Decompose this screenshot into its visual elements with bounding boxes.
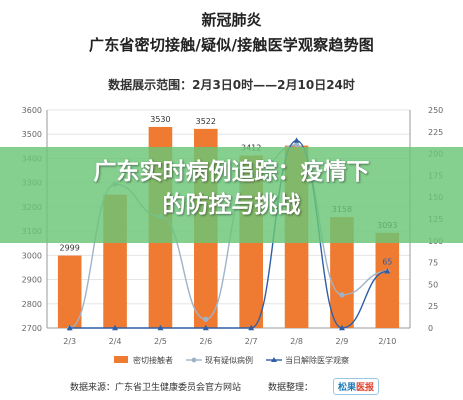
data-organizer-label: 数据整理： xyxy=(268,383,314,393)
y-tick-label: 3600 xyxy=(22,106,42,115)
y2-tick-label: 250 xyxy=(428,106,443,115)
line-data-label: 65 xyxy=(382,257,392,266)
bar-data-label: 3522 xyxy=(196,117,216,126)
y-tick-label: 2900 xyxy=(22,276,42,285)
bar-data-label: 2999 xyxy=(60,244,80,253)
y2-tick-label: 75 xyxy=(428,259,438,268)
series-line xyxy=(69,139,388,329)
x-tick-label: 2/9 xyxy=(336,337,349,346)
line-point xyxy=(157,324,164,331)
y2-tick-label: 0 xyxy=(428,324,433,333)
legend-label: 当日解除医学观察 xyxy=(285,355,349,365)
footer: 数据来源：广东省卫生健康委员会官方网站 数据整理： 松果医报 xyxy=(0,374,463,400)
y-tick-label: 2700 xyxy=(22,324,42,333)
headline-line-1: 广东实时病例追踪：疫情下 xyxy=(93,159,370,185)
y-tick-label: 3000 xyxy=(22,251,42,260)
y2-tick-label: 50 xyxy=(428,280,438,289)
x-tick-label: 2/10 xyxy=(378,337,396,346)
line-point xyxy=(293,137,300,143)
bar xyxy=(57,255,82,328)
line-point xyxy=(202,324,209,331)
bar-data-label: 3530 xyxy=(150,115,170,124)
bar xyxy=(330,217,354,328)
legend-label: 密切接触者 xyxy=(133,355,173,365)
bar xyxy=(375,232,400,328)
line-point xyxy=(384,268,391,274)
legend-swatch xyxy=(114,356,128,363)
data-source-text: 数据来源：广东省卫生健康委员会官方网站 xyxy=(70,383,242,393)
line-point xyxy=(293,142,300,148)
x-tick-label: 2/7 xyxy=(245,337,258,346)
line-point xyxy=(248,324,255,331)
logo-text-b: 医报 xyxy=(356,383,375,393)
x-tick-label: 2/6 xyxy=(199,337,212,346)
line-point xyxy=(66,324,73,331)
chart-subtitle: 广东省密切接触/疑似/接触医学观察趋势图 xyxy=(89,36,374,54)
x-tick-label: 2/4 xyxy=(109,337,122,346)
line-point xyxy=(112,324,119,331)
headline-banner xyxy=(0,147,463,243)
line-point xyxy=(339,292,345,298)
data-range-text: 数据展示范围：2月3日0时——2月10日24时 xyxy=(108,78,355,92)
legend-label: 现有疑似病例 xyxy=(205,355,253,365)
y-tick-label: 3500 xyxy=(22,130,42,139)
x-tick-label: 2/8 xyxy=(290,337,303,346)
headline-line-2: 的防控与挑战 xyxy=(162,192,301,218)
logo-text-a: 松果 xyxy=(338,383,357,393)
legend-marker xyxy=(191,357,197,363)
line-point xyxy=(338,324,345,331)
y2-tick-label: 25 xyxy=(428,302,438,311)
brand-logo: 松果医报 xyxy=(333,378,380,395)
y2-tick-label: 225 xyxy=(428,128,443,137)
y-tick-label: 2800 xyxy=(22,300,42,309)
x-tick-label: 2/5 xyxy=(154,337,167,346)
chart-title: 新冠肺炎 xyxy=(201,11,262,29)
headline-banner-text: 广东实时病例追踪：疫情下 的防控与挑战 xyxy=(0,156,463,222)
line-point xyxy=(203,316,209,322)
legend-marker xyxy=(271,357,277,362)
x-tick-label: 2/3 xyxy=(63,337,76,346)
